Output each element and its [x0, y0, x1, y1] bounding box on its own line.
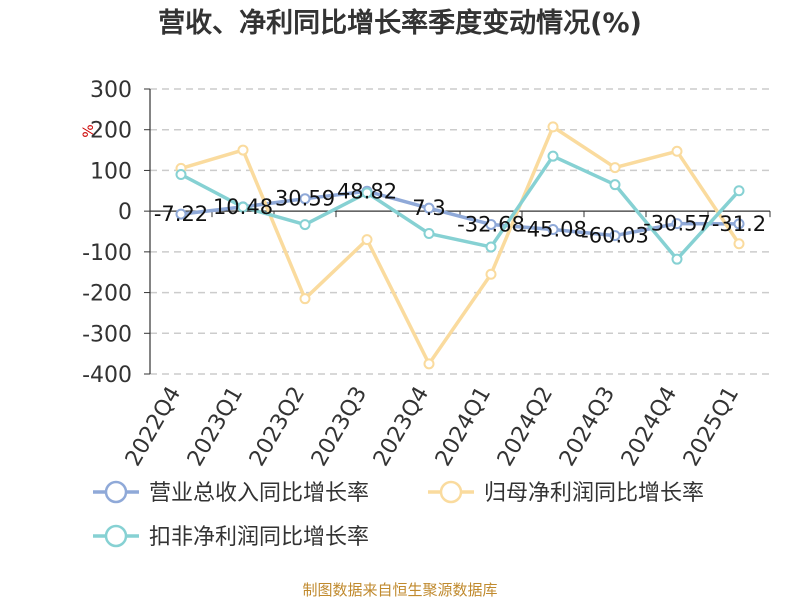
legend-item-1[interactable]: 营业总收入同比增长率 [93, 480, 369, 506]
data-label: 30.59 [275, 187, 335, 211]
y-tick-label: 100 [90, 159, 132, 184]
y-tick-label: -400 [82, 363, 132, 388]
data-point [609, 179, 621, 191]
data-label: -32.68 [457, 212, 525, 236]
legend-marker [104, 480, 128, 504]
data-point [423, 202, 435, 214]
data-label: 48.82 [337, 179, 397, 203]
data-point [733, 238, 745, 250]
data-point [733, 185, 745, 197]
data-point [423, 228, 435, 240]
grid-lines [150, 88, 770, 375]
data-point [361, 234, 373, 246]
data-point [237, 144, 249, 156]
data-label: -31.2 [712, 212, 766, 236]
data-point [237, 201, 249, 213]
data-point [547, 121, 559, 133]
x-tick-label: 2024Q3 [555, 383, 620, 471]
chart-title: 营收、净利同比增长率季度变动情况(%) [158, 7, 642, 39]
x-tick-label: 2024Q1 [431, 383, 496, 471]
data-point [733, 218, 745, 230]
legend-label: 营业总收入同比增长率 [149, 481, 369, 506]
series-line-2 [180, 125, 741, 366]
y-tick-label: -200 [82, 282, 132, 307]
data-point [485, 241, 497, 253]
data-point [361, 187, 373, 199]
data-point [423, 358, 435, 370]
data-point [671, 145, 683, 157]
data-label: 7.3 [412, 196, 445, 220]
y-tick-label: -100 [82, 241, 132, 266]
legend-item-3[interactable]: 扣非净利润同比增长率 [93, 524, 369, 550]
data-point [547, 223, 559, 235]
y-tick-label: 200 [90, 119, 132, 144]
series-line-1 [180, 189, 740, 238]
y-tick-label: 0 [118, 200, 132, 225]
legend-item-2[interactable]: 归母净利润同比增长率 [428, 480, 704, 506]
data-label: -45.08 [519, 217, 587, 241]
source-note: 制图数据来自恒生聚源数据库 [302, 581, 497, 599]
data-point [299, 293, 311, 305]
series-group [175, 121, 745, 370]
y-axis-ticks: 300 200 100 0 -100 -200 -300 -400 [82, 78, 150, 388]
data-point [609, 162, 621, 174]
data-point [485, 268, 497, 280]
data-point [671, 253, 683, 265]
legend-marker [439, 480, 463, 504]
data-label: 10.48 [213, 195, 273, 219]
data-point [175, 208, 187, 220]
data-label: -7.22 [154, 202, 208, 226]
x-tick-label: 2025Q1 [679, 383, 744, 471]
data-labels: -7.22 10.48 30.59 48.82 7.3 -32.68-45.08-60.0… [154, 179, 766, 247]
data-point [547, 150, 559, 162]
x-tick-label: 2024Q2 [493, 383, 558, 471]
data-point [299, 219, 311, 231]
y-axis-unit: % [81, 124, 97, 137]
x-tick-label: 2023Q3 [307, 383, 372, 471]
data-point [175, 169, 187, 180]
data-point [485, 218, 497, 230]
data-label: -60.03 [581, 224, 649, 248]
data-point [671, 218, 683, 230]
legend-label: 归母净利润同比增长率 [484, 481, 704, 506]
y-tick-label: 300 [90, 78, 132, 103]
data-point [609, 230, 621, 242]
legend-label: 扣非净利润同比增长率 [149, 525, 369, 550]
x-tick-label: 2022Q4 [121, 383, 186, 471]
x-tick-label: 2023Q1 [183, 383, 248, 471]
data-label: -30.57 [643, 212, 711, 236]
legend-marker [104, 524, 128, 548]
x-tick-label: 2023Q2 [245, 383, 310, 471]
y-tick-label: -300 [82, 322, 132, 347]
data-point [299, 193, 311, 205]
x-tick-label: 2024Q4 [617, 383, 682, 471]
x-tick-label: 2023Q4 [369, 383, 434, 471]
series-line-3 [180, 154, 741, 261]
